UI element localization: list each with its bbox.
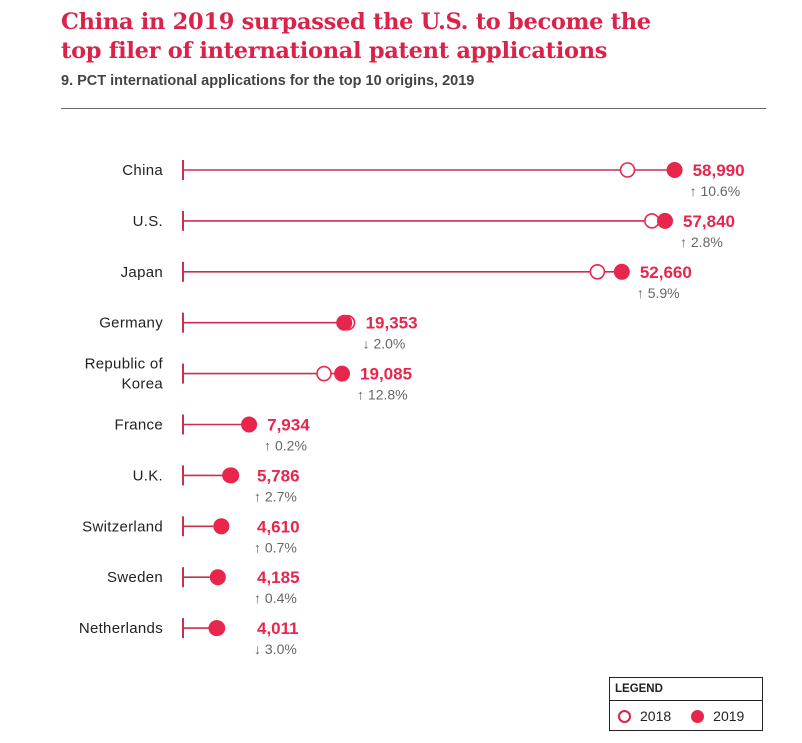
category-label: Korea <box>121 376 163 393</box>
dot-2019 <box>334 365 351 382</box>
dot-2019 <box>336 314 353 331</box>
category-label: France <box>115 417 164 434</box>
dot-2018 <box>644 213 660 229</box>
value-label: 19,353 <box>366 314 418 333</box>
growth-label: ↑ 5.9% <box>637 285 680 301</box>
chart-subtitle: 9. PCT international applications for th… <box>61 73 475 89</box>
value-label: 4,610 <box>257 517 300 536</box>
growth-label: ↑ 2.7% <box>254 488 297 504</box>
legend-label-2019: 2019 <box>713 708 745 724</box>
legend: LEGEND 2018 2019 <box>609 677 763 731</box>
dot-2019 <box>223 467 240 484</box>
dot-2019 <box>657 212 673 229</box>
value-label: 4,011 <box>257 619 299 638</box>
header-divider <box>61 108 766 109</box>
value-label: 4,185 <box>257 568 300 587</box>
title-line-2: top filer of international patent applic… <box>61 38 608 64</box>
chart-title: China in 2019 surpassed the U.S. to beco… <box>61 8 761 66</box>
growth-label: ↑ 0.2% <box>264 438 307 454</box>
growth-label: ↑ 0.4% <box>254 590 297 606</box>
category-label: U.K. <box>133 467 163 484</box>
category-label: Germany <box>99 315 163 332</box>
value-label: 58,990 <box>693 161 745 180</box>
title-line-1: China in 2019 surpassed the U.S. to beco… <box>61 9 651 35</box>
category-label: Netherlands <box>79 620 163 637</box>
dot-2019 <box>208 620 225 637</box>
growth-label: ↑ 10.6% <box>690 183 741 199</box>
dot-2019 <box>209 569 226 586</box>
category-label: Sweden <box>107 569 163 586</box>
legend-label-2018: 2018 <box>640 708 672 724</box>
growth-label: ↓ 2.0% <box>363 336 406 352</box>
value-label: 7,934 <box>267 416 310 435</box>
legend-item-2018: 2018 <box>618 708 671 724</box>
growth-label: ↑ 0.7% <box>254 539 297 555</box>
category-label: Japan <box>121 264 163 281</box>
dot-2019 <box>613 263 630 280</box>
dot-2018 <box>589 263 606 280</box>
dot-2019 <box>241 416 258 433</box>
dot-2019 <box>213 518 230 535</box>
category-label: Republic of <box>85 356 164 373</box>
dot-2018 <box>316 365 332 382</box>
value-label: 57,840 <box>683 212 735 231</box>
value-label: 19,085 <box>360 365 412 384</box>
value-label: 5,786 <box>257 466 300 485</box>
dot-2018 <box>619 162 636 178</box>
category-label: Switzerland <box>82 518 163 535</box>
growth-label: ↓ 3.0% <box>254 641 297 657</box>
filled-circle-icon <box>691 709 705 723</box>
legend-item-2019: 2019 <box>691 708 744 724</box>
legend-title: LEGEND <box>610 678 762 701</box>
category-label: U.S. <box>133 213 163 230</box>
category-label: China <box>122 162 163 179</box>
growth-label: ↑ 12.8% <box>357 387 408 403</box>
growth-label: ↑ 2.8% <box>680 234 723 250</box>
open-circle-icon <box>618 709 631 723</box>
value-label: 52,660 <box>640 263 692 282</box>
dot-2019 <box>666 162 683 178</box>
